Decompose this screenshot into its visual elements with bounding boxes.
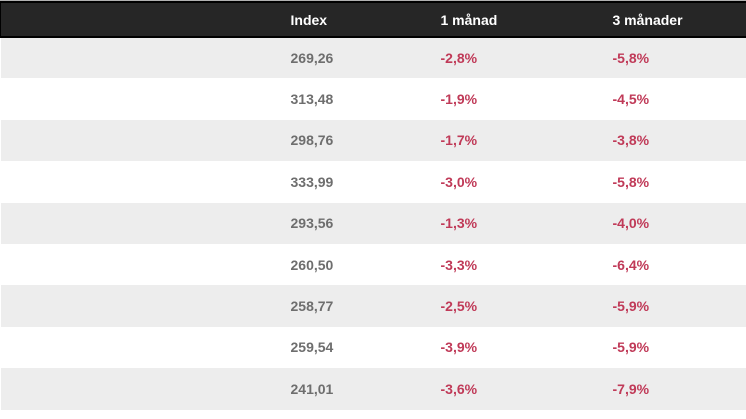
one-month-change: -1,3% <box>440 202 613 244</box>
index-value: 298,76 <box>290 119 441 162</box>
one-month-change: -2,5% <box>440 285 613 327</box>
name-cell <box>0 368 291 410</box>
table-row: 333,99 -3,0% -5,8% <box>0 161 746 203</box>
header-index-column: Index <box>290 1 441 38</box>
header-1-month-column: 1 månad <box>440 1 613 38</box>
name-cell <box>0 202 291 244</box>
table-body: 269,26 -2,8% -5,8% 313,48 -1,9% -4,5% 29… <box>0 37 746 410</box>
name-cell <box>0 285 291 327</box>
table-row: 293,56 -1,3% -4,0% <box>0 202 746 244</box>
name-cell <box>0 37 291 79</box>
index-value: 260,50 <box>290 243 441 286</box>
name-cell <box>0 326 291 369</box>
table-header: Index 1 månad 3 månader <box>0 1 746 38</box>
three-month-change: -5,9% <box>612 326 746 369</box>
name-cell <box>0 161 291 203</box>
three-month-change: -3,8% <box>612 119 746 162</box>
index-value: 269,26 <box>290 37 441 79</box>
index-value: 259,54 <box>290 326 441 369</box>
index-value: 241,01 <box>290 368 441 410</box>
one-month-change: -2,8% <box>440 37 613 79</box>
table-row: 269,26 -2,8% -5,8% <box>0 37 746 79</box>
top-divider <box>0 0 746 1</box>
header-row: Index 1 månad 3 månader <box>0 1 746 38</box>
name-cell <box>0 243 291 286</box>
table-row: 313,48 -1,9% -4,5% <box>0 78 746 120</box>
three-month-change: -5,9% <box>612 285 746 327</box>
three-month-change: -6,4% <box>612 243 746 286</box>
header-3-months-column: 3 månader <box>612 1 746 38</box>
one-month-change: -3,6% <box>440 368 613 410</box>
one-month-change: -1,7% <box>440 119 613 162</box>
three-month-change: -4,0% <box>612 202 746 244</box>
one-month-change: -1,9% <box>440 78 613 120</box>
table-row: 259,54 -3,9% -5,9% <box>0 326 746 369</box>
three-month-change: -7,9% <box>612 368 746 410</box>
index-value: 258,77 <box>290 285 441 327</box>
three-month-change: -5,8% <box>612 37 746 79</box>
index-value: 333,99 <box>290 161 441 203</box>
three-month-change: -5,8% <box>612 161 746 203</box>
one-month-change: -3,3% <box>440 243 613 286</box>
name-cell <box>0 78 291 120</box>
three-month-change: -4,5% <box>612 78 746 120</box>
name-cell <box>0 119 291 162</box>
table-row: 258,77 -2,5% -5,9% <box>0 285 746 327</box>
table-row: 298,76 -1,7% -3,8% <box>0 119 746 162</box>
table-row: 260,50 -3,3% -6,4% <box>0 243 746 286</box>
index-value: 313,48 <box>290 78 441 120</box>
one-month-change: -3,0% <box>440 161 613 203</box>
table-row: 241,01 -3,6% -7,9% <box>0 368 746 410</box>
header-name-column <box>0 1 291 38</box>
index-value: 293,56 <box>290 202 441 244</box>
index-performance-table: Index 1 månad 3 månader 269,26 -2,8% -5,… <box>0 1 746 410</box>
one-month-change: -3,9% <box>440 326 613 369</box>
